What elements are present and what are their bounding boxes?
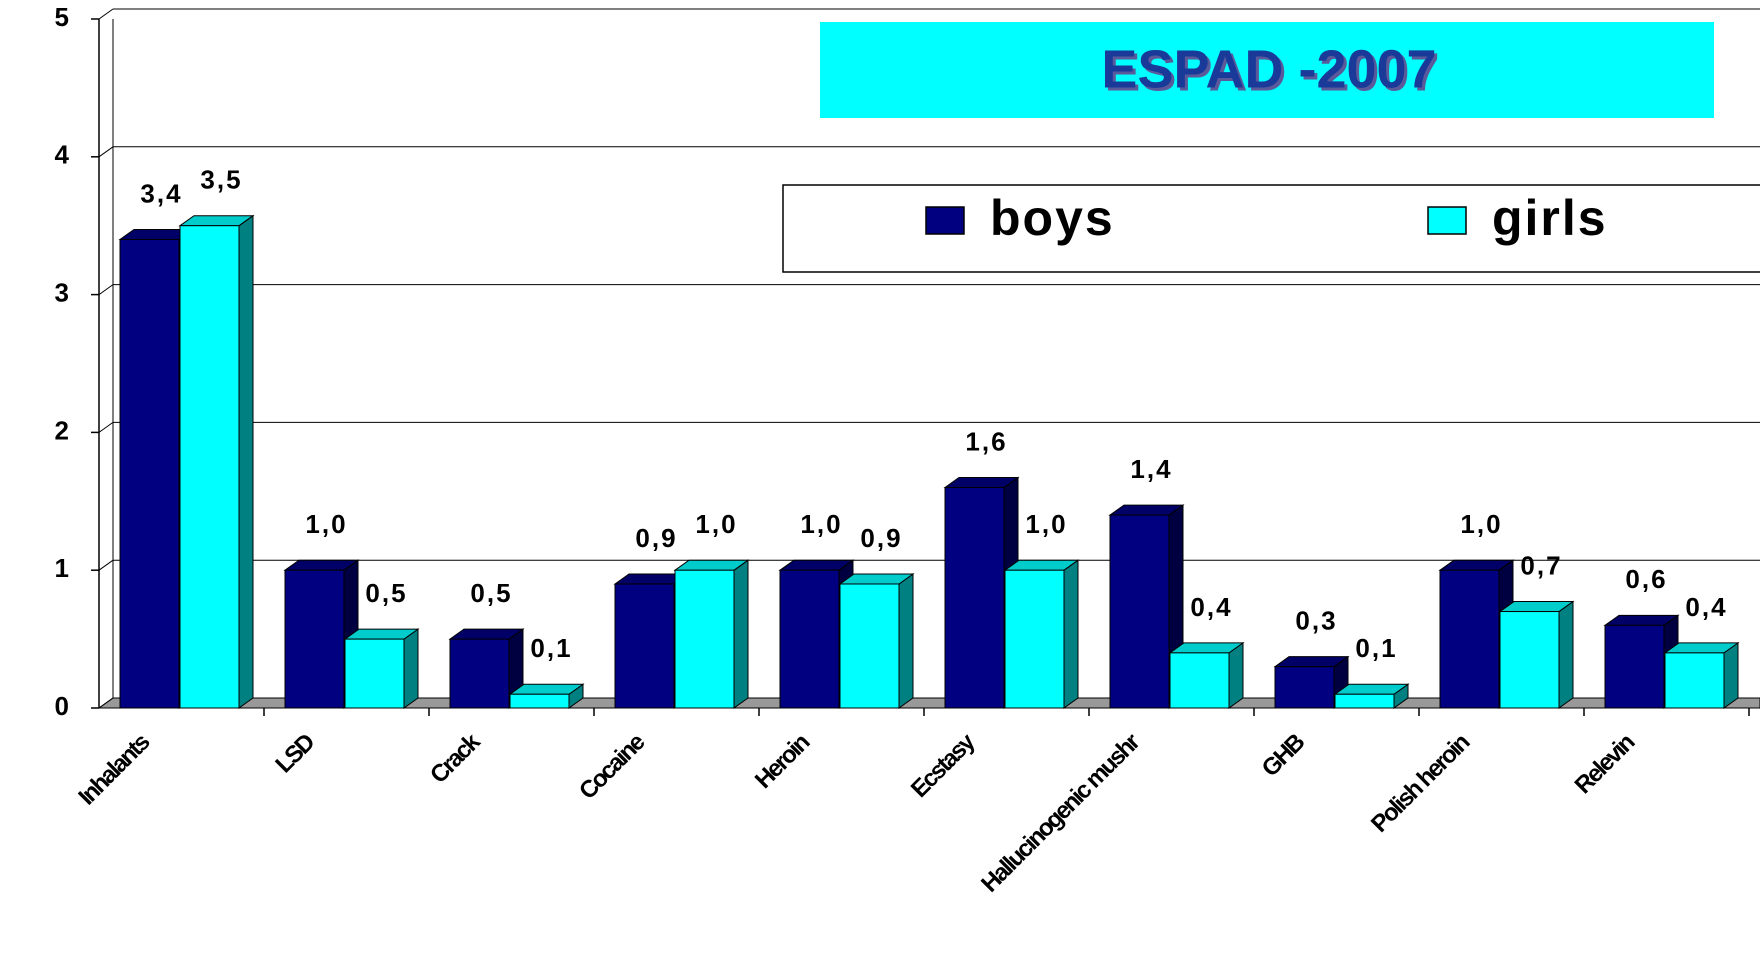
- data-label: 0,5: [470, 578, 512, 608]
- grid-diagonal: [98, 559, 114, 571]
- grid-diagonal: [98, 421, 114, 433]
- x-tick-label: Polish heroin: [1366, 729, 1475, 838]
- bar: [344, 638, 405, 709]
- x-tick-label: Heroin: [750, 729, 815, 794]
- data-label: 3,4: [140, 178, 182, 208]
- title-box: [820, 22, 1714, 118]
- y-tick-label: 5: [55, 2, 69, 32]
- bar: [1499, 611, 1560, 709]
- data-label: 0,4: [1190, 592, 1232, 622]
- data-label: 1,4: [1130, 454, 1172, 484]
- data-label: 0,9: [635, 523, 677, 553]
- bar: [779, 569, 840, 709]
- bar: [1109, 514, 1170, 709]
- bar: [1664, 652, 1725, 709]
- x-tick-label: Cocaine: [574, 728, 650, 804]
- y-tick-label: 1: [55, 553, 69, 583]
- data-label: 0,3: [1295, 606, 1337, 636]
- data-label: 0,1: [1355, 633, 1397, 663]
- x-tick-label: Inhalants: [73, 728, 155, 810]
- data-label: 1,0: [1025, 509, 1067, 539]
- data-label: 1,0: [305, 509, 347, 539]
- bar-side: [1723, 641, 1739, 709]
- bar: [839, 583, 900, 709]
- legend-label: boys: [990, 190, 1115, 246]
- bar: [179, 225, 240, 709]
- bar: [614, 583, 675, 709]
- legend-swatch: [925, 206, 965, 235]
- bar-side: [733, 559, 749, 709]
- x-tick-label: Ecstasy: [906, 728, 981, 803]
- y-tick-label: 4: [55, 140, 70, 170]
- data-label: 3,5: [200, 165, 242, 195]
- title-shadow: ESPAD -2007: [1104, 42, 1439, 102]
- bar-side: [238, 214, 254, 709]
- data-label: 1,0: [1460, 509, 1502, 539]
- bar-side: [1558, 600, 1574, 709]
- data-label: 0,5: [365, 578, 407, 608]
- legend-label: girls: [1492, 190, 1608, 246]
- x-tick-label: Hallucinogenic mushr: [976, 728, 1145, 897]
- data-label: 1,0: [800, 509, 842, 539]
- x-tick-label: GHB: [1257, 728, 1311, 782]
- y-tick-label: 3: [55, 277, 69, 307]
- bar-side: [898, 573, 914, 709]
- data-label: 1,0: [695, 509, 737, 539]
- bar: [1169, 652, 1230, 709]
- bar: [119, 238, 180, 709]
- x-tick-label: Crack: [425, 728, 486, 789]
- grid-diagonal: [98, 146, 114, 158]
- bar: [1439, 569, 1500, 709]
- data-label: 0,7: [1520, 550, 1562, 580]
- bar: [1274, 666, 1335, 709]
- data-label: 0,1: [530, 633, 572, 663]
- bar: [449, 638, 510, 709]
- bar: [1004, 569, 1065, 709]
- data-label: 0,9: [860, 523, 902, 553]
- bar: [1334, 693, 1395, 709]
- grid-diagonal: [98, 284, 114, 296]
- bar-side: [1063, 559, 1079, 709]
- y-tick-label: 2: [55, 415, 69, 445]
- bar: [509, 693, 570, 709]
- bar: [284, 569, 345, 709]
- chart-title: ESPAD -2007: [1101, 39, 1436, 99]
- grid-diagonal: [98, 8, 114, 20]
- data-label: 0,6: [1625, 564, 1667, 594]
- x-tick-label: LSD: [270, 728, 320, 778]
- bar-side: [403, 628, 419, 709]
- bar: [1604, 624, 1665, 709]
- y-tick-label: 0: [55, 691, 69, 721]
- data-label: 1,6: [965, 426, 1007, 456]
- grid-diagonal: [98, 697, 114, 709]
- bar-side: [1228, 641, 1244, 709]
- x-tick-label: Relevin: [1570, 729, 1641, 800]
- data-label: 0,4: [1685, 592, 1727, 622]
- legend-swatch: [1427, 206, 1467, 235]
- bar: [944, 487, 1005, 709]
- bar: [674, 569, 735, 709]
